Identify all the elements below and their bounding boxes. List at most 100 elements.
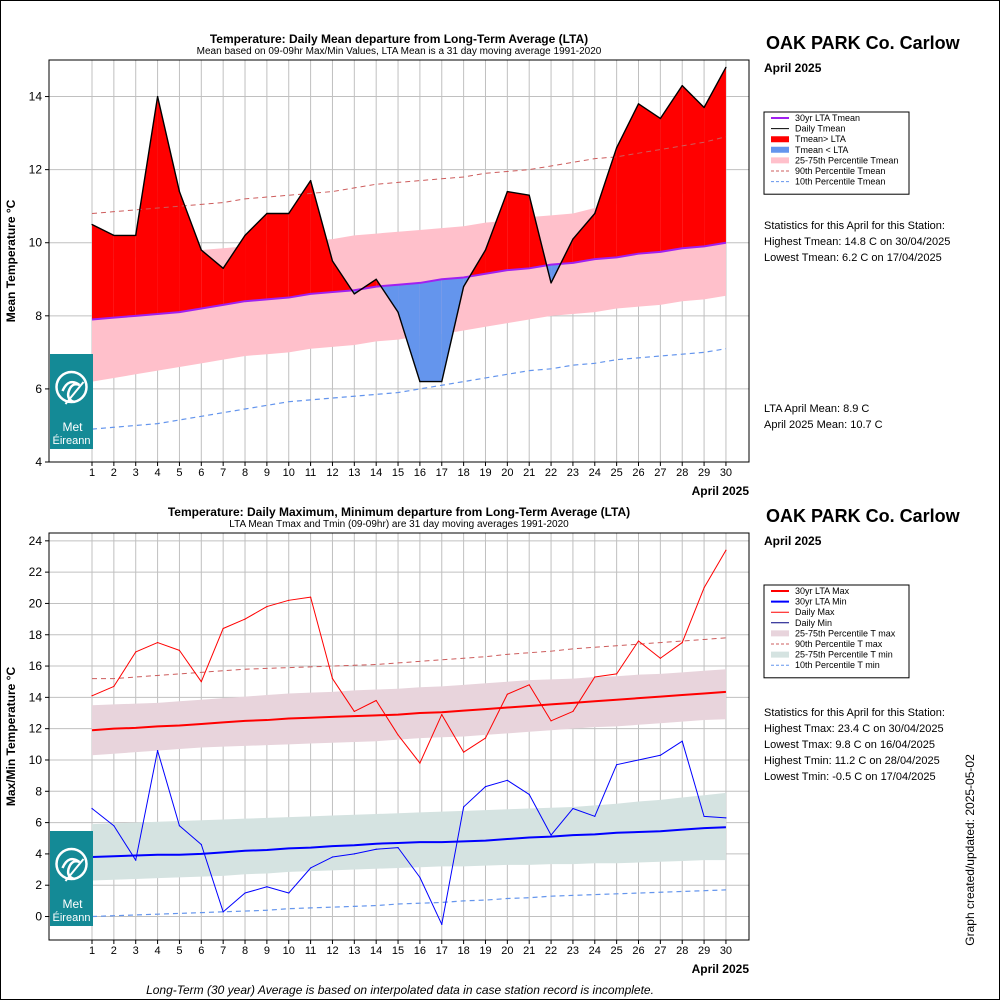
x-tick-label: 29 [698, 945, 710, 957]
daily-min-point [725, 817, 727, 819]
daily-tmean-point [288, 212, 290, 215]
daily-min-point [200, 843, 202, 846]
daily-max-point [331, 677, 334, 680]
daily-min-point [659, 754, 661, 756]
x-tick-label: 21 [523, 467, 535, 479]
p10-tmean-line [91, 348, 727, 430]
stats-line: Highest Tmean: 14.8 C on 30/04/2025 [764, 236, 950, 248]
x-tick-label: 5 [176, 467, 182, 479]
daily-max-point [572, 710, 574, 713]
y-tick-label: 6 [35, 382, 42, 396]
daily-max-point [397, 734, 399, 736]
x-tick-label: 3 [133, 945, 139, 957]
x-tick-label: 12 [326, 945, 338, 957]
x-tick-label: 8 [242, 945, 248, 957]
x-tick-label: 1 [89, 467, 95, 479]
x-tick-label: 28 [676, 945, 688, 957]
x-tick-label: 2 [111, 945, 117, 957]
x-tick-label: 26 [632, 467, 644, 479]
daily-tmean-point [616, 147, 618, 149]
fill-below-lta [419, 279, 442, 382]
daily-tmean-point [266, 212, 268, 215]
daily-max-line [91, 549, 727, 764]
logo-text-eireann: Éireann [53, 911, 91, 924]
daily-max-point [266, 605, 268, 608]
daily-max-point [310, 596, 312, 598]
x-tick-label: 10 [283, 945, 295, 957]
legend-entry: 25-75th Percentile T max [795, 628, 896, 638]
daily-max-point [681, 641, 683, 644]
x-tick-label: 14 [370, 467, 382, 479]
x-tick-label: 27 [654, 467, 666, 479]
y-tick-label: 24 [29, 534, 43, 548]
daily-tmean-point [113, 234, 115, 237]
fill-above-lta [201, 250, 224, 309]
fill-above-lta [245, 213, 267, 302]
legend-entry: Daily Tmean [795, 124, 845, 134]
daily-min-point [419, 876, 421, 878]
chart-panel-1: Temperature: Daily Mean departure from L… [4, 32, 961, 498]
fill-above-lta [223, 235, 246, 305]
x-tick-label: 25 [611, 945, 623, 957]
daily-max-point [244, 618, 246, 620]
y-tick-label: 8 [35, 309, 42, 323]
x-tick-label: 19 [479, 467, 491, 479]
daily-tmean-point [91, 223, 93, 226]
x-tick-label: 16 [414, 945, 426, 957]
daily-max-points [91, 549, 727, 764]
band-25-75-tmax [92, 669, 726, 756]
x-tick-label: 9 [264, 467, 270, 479]
daily-max-point [528, 684, 530, 686]
x-tick-label: 22 [545, 945, 557, 957]
daily-min-point [572, 807, 574, 810]
daily-max-point [441, 713, 443, 716]
x-tick-label: 9 [264, 945, 270, 957]
legend-entry: 30yr LTA Tmean [795, 113, 860, 123]
graph-created-note: Graph created/updated: 2025-05-02 [963, 754, 977, 946]
x-tick-label: 11 [305, 945, 316, 957]
y-tick-label: 10 [29, 753, 43, 767]
daily-tmean-point [200, 249, 202, 251]
x-tick-label: 18 [457, 945, 469, 957]
daily-min-point [637, 759, 640, 761]
p10-tmin-line [91, 889, 726, 918]
legend-entry: 30yr LTA Min [795, 597, 847, 607]
fill-above-lta [616, 103, 639, 258]
daily-tmean-point [637, 103, 640, 105]
mean-line: April 2025 Mean: 10.7 C [764, 419, 883, 431]
stats-line: Lowest Tmin: -0.5 C on 17/04/2025 [764, 771, 936, 783]
x-tick-label: 5 [176, 945, 182, 957]
daily-tmean-point [463, 285, 465, 288]
daily-max-point [594, 676, 596, 678]
y-tick-label: 20 [29, 596, 43, 610]
daily-min-point [135, 859, 137, 861]
stats-line: Lowest Tmax: 9.8 C on 16/04/2025 [764, 739, 935, 751]
x-tick-label: 11 [305, 467, 316, 479]
daily-min-line [91, 740, 726, 925]
x-tick-label: 30 [720, 945, 732, 957]
x-tick-label: 13 [348, 467, 360, 479]
x-tick-label: 27 [654, 945, 666, 957]
daily-min-point [550, 834, 552, 836]
y-axis-label: Mean Temperature °C [4, 199, 18, 322]
chart-subtitle: Mean based on 09-09hr Max/Min Values, LT… [197, 46, 602, 57]
legend-box [763, 111, 910, 195]
daily-max-point [484, 737, 487, 739]
daily-min-point [331, 856, 334, 858]
x-tick-label: 19 [479, 945, 491, 957]
x-tick-label: 21 [523, 945, 535, 957]
daily-tmean-point [310, 180, 312, 182]
daily-tmean-point [375, 278, 377, 280]
chart-title: Temperature: Daily Maximum, Minimum depa… [168, 505, 630, 519]
daily-max-point [375, 699, 377, 702]
x-tick-label: 10 [283, 467, 295, 479]
y-tick-label: 0 [35, 910, 42, 924]
stats-heading: Statistics for this April for this Stati… [764, 220, 945, 232]
x-tick-label: 12 [326, 467, 338, 479]
daily-max-point [703, 587, 705, 589]
fill-above-lta [179, 191, 202, 313]
daily-min-point [594, 815, 596, 817]
legend-entry: Tmean> LTA [795, 134, 846, 144]
